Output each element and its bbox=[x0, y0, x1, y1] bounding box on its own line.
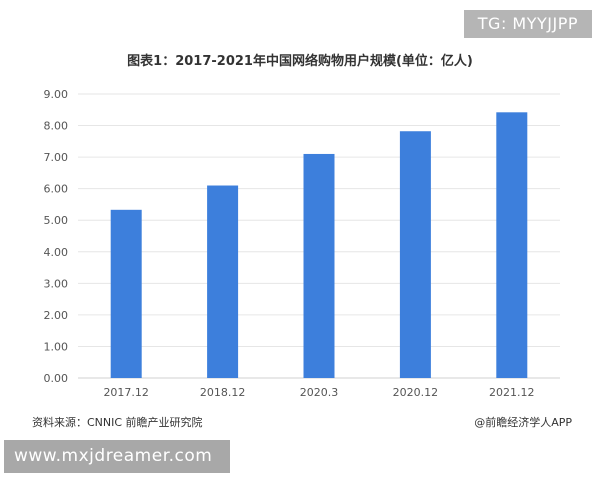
bar-2021.12 bbox=[496, 112, 528, 379]
y-tick-label: 9.00 bbox=[44, 88, 69, 101]
y-tick-label: 8.00 bbox=[44, 120, 69, 133]
x-tick-label: 2020.12 bbox=[393, 386, 439, 399]
y-tick-label: 3.00 bbox=[44, 277, 69, 290]
brand-note: @前瞻经济学人APP bbox=[474, 416, 572, 429]
y-axis-ticks: 0.00 1.00 2.00 3.00 4.00 5.00 6.00 7.00 8.00 9.00 bbox=[44, 88, 69, 385]
y-tick-label: 4.00 bbox=[44, 246, 69, 259]
y-tick-label: 1.00 bbox=[44, 340, 69, 353]
bar-2020.3 bbox=[303, 153, 335, 378]
x-tick-label: 2021.12 bbox=[489, 386, 535, 399]
x-tick-label: 2020.3 bbox=[300, 386, 339, 399]
y-tick-label: 0.00 bbox=[44, 372, 69, 385]
bars bbox=[110, 112, 528, 379]
y-tick-label: 2.00 bbox=[44, 309, 69, 322]
x-axis-ticks: 2017.12 2018.12 2020.3 2020.12 2021.12 bbox=[103, 386, 534, 399]
source-note: 资料来源：CNNIC 前瞻产业研究院 bbox=[32, 416, 203, 429]
y-tick-label: 5.00 bbox=[44, 214, 69, 227]
bar-2017.12 bbox=[110, 209, 142, 378]
bar-2018.12 bbox=[207, 185, 239, 378]
y-tick-label: 6.00 bbox=[44, 183, 69, 196]
bar-2020.12 bbox=[399, 131, 431, 378]
x-tick-label: 2018.12 bbox=[200, 386, 246, 399]
chart-title: 图表1：2017-2021年中国网络购物用户规模(单位：亿人) bbox=[127, 54, 473, 69]
site-watermark-badge: www.mxjdreamer.com bbox=[4, 440, 231, 473]
y-tick-label: 7.00 bbox=[44, 151, 69, 164]
tg-watermark-badge: TG: MYYJJPP bbox=[463, 10, 592, 38]
x-tick-label: 2017.12 bbox=[103, 386, 149, 399]
